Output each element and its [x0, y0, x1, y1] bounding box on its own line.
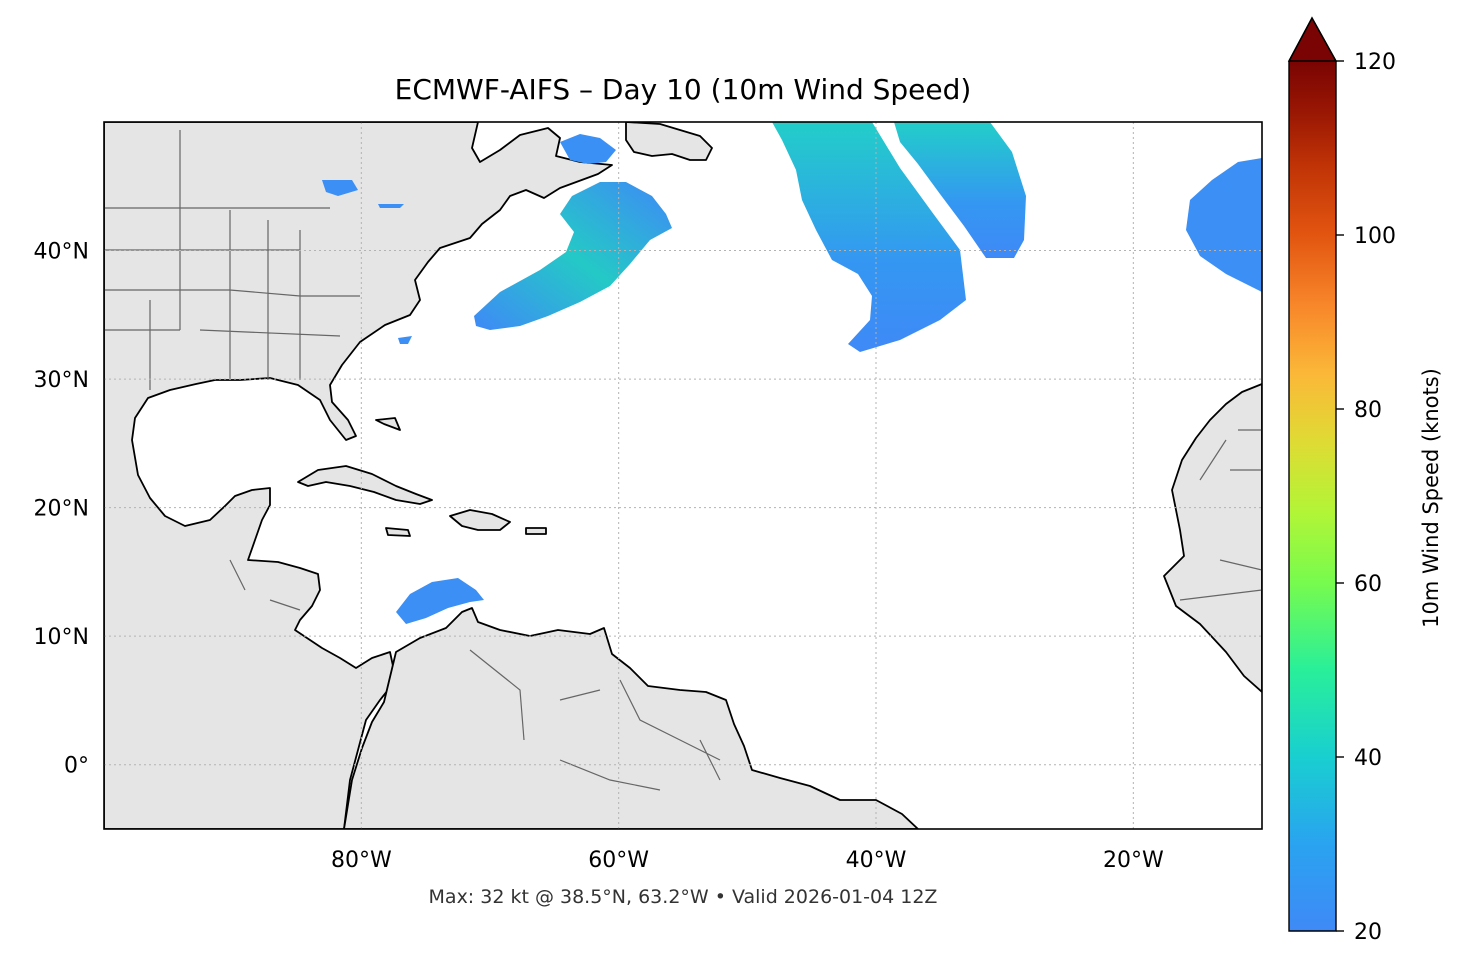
- wind-region-central-atlantic-west: [772, 122, 966, 352]
- footer-annotation: Max: 32 kt @ 38.5°N, 63.2°W • Valid 2026…: [429, 886, 938, 908]
- wind-shading: [322, 122, 1262, 624]
- y-tick-labels: 40°N 30°N 20°N 10°N 0°: [34, 240, 89, 779]
- y-tick-label: 0°: [64, 754, 89, 779]
- wind-region-central-atlantic-east: [894, 122, 1026, 258]
- colorbar-tick-label: 20: [1354, 920, 1382, 945]
- y-tick-label: 40°N: [34, 240, 89, 265]
- x-tick-label: 60°W: [588, 848, 649, 873]
- hispaniola-land: [449, 509, 511, 531]
- puerto-rico-land: [525, 527, 547, 535]
- x-tick-labels: 80°W 60°W 40°W 20°W: [331, 848, 1164, 873]
- wind-region-gulf-of-st-lawrence: [560, 134, 616, 164]
- colorbar-tick-label: 80: [1354, 398, 1382, 423]
- north-america-land: [104, 122, 613, 829]
- colorbar-label: 10m Wind Speed (knots): [1419, 368, 1443, 628]
- y-tick-label: 30°N: [34, 368, 89, 393]
- africa-land: [1163, 383, 1262, 693]
- newfoundland-land: [625, 122, 713, 161]
- colorbar: 20 40 60 80 100 120 10m Wind Speed (knots): [1287, 16, 1443, 945]
- y-tick-label: 10°N: [34, 625, 89, 650]
- y-tick-label: 20°N: [34, 497, 89, 522]
- colorbar-ticks: 20 40 60 80 100 120: [1336, 50, 1396, 945]
- x-tick-label: 40°W: [846, 848, 907, 873]
- gridlines: [104, 122, 1262, 829]
- colorbar-tick-label: 100: [1354, 224, 1396, 249]
- map-panel: [104, 122, 1262, 829]
- colorbar-extend-arrow: [1287, 16, 1338, 62]
- colorbar-tick-label: 40: [1354, 746, 1382, 771]
- bahamas-land: [375, 417, 401, 431]
- colorbar-tick-label: 60: [1354, 572, 1382, 597]
- colorbar-frame: [1288, 16, 1337, 932]
- x-tick-label: 20°W: [1103, 848, 1164, 873]
- cuba-land: [297, 465, 433, 505]
- wind-region-caribbean: [396, 578, 484, 624]
- colorbar-tick-label: 120: [1354, 50, 1396, 75]
- map-frame: [103, 121, 1263, 830]
- borders: [104, 130, 1262, 791]
- colorbar-gradient: [1289, 61, 1336, 931]
- wind-region-east-atlantic: [1186, 158, 1262, 292]
- jamaica-land: [385, 527, 411, 537]
- x-tick-label: 80°W: [331, 848, 392, 873]
- chart-title: ECMWF-AIFS – Day 10 (10m Wind Speed): [395, 73, 972, 106]
- wind-region-gulf-stream: [474, 182, 672, 330]
